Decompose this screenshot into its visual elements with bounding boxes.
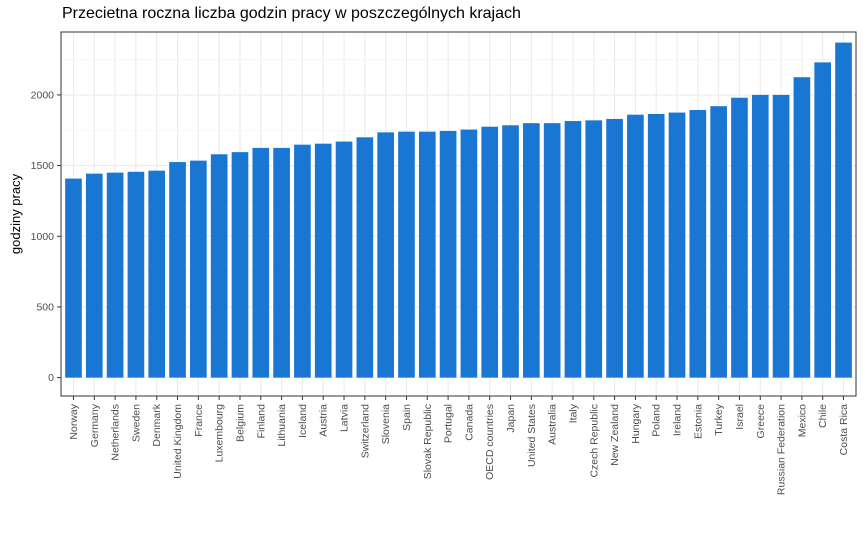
x-tick-label: Chile bbox=[817, 404, 829, 428]
plot-panel-border bbox=[60, 31, 857, 397]
bar-spain bbox=[398, 131, 415, 378]
bar-chile bbox=[814, 62, 832, 378]
bar-italy bbox=[564, 121, 582, 378]
x-tick-label: Lithuania bbox=[276, 404, 288, 447]
bar-greece bbox=[751, 94, 769, 378]
bar-turkey bbox=[710, 106, 727, 378]
x-tick-label: Iceland bbox=[297, 404, 309, 438]
x-tick-label: Poland bbox=[651, 404, 663, 437]
bar-united-states bbox=[523, 123, 540, 378]
bar-united-kingdom bbox=[169, 162, 186, 378]
bar-canada bbox=[460, 129, 478, 378]
x-tick-label: Portugal bbox=[443, 404, 455, 443]
bar-sweden bbox=[127, 171, 145, 378]
x-tick-label: Mexico bbox=[796, 404, 808, 437]
x-tick-label: United Kingdom bbox=[172, 404, 184, 479]
x-tick-label: Hungary bbox=[630, 403, 642, 443]
x-tick-label: Greece bbox=[755, 404, 767, 439]
x-tick-label: Japan bbox=[505, 404, 517, 433]
bar-iceland bbox=[294, 144, 311, 378]
bar-denmark bbox=[148, 170, 166, 378]
x-axis: Norway Germany Netherlands Sweden Denmark Uni… bbox=[68, 396, 850, 495]
bar-slovak-republic bbox=[418, 131, 436, 378]
x-tick-label: Netherlands bbox=[110, 404, 122, 461]
x-tick-label: Belgium bbox=[234, 404, 246, 442]
x-tick-label: Canada bbox=[463, 404, 475, 441]
y-tick-label: 1500 bbox=[31, 160, 55, 172]
x-tick-label: Luxembourg bbox=[214, 404, 226, 463]
x-tick-label: Italy bbox=[567, 403, 579, 423]
x-tick-label: Estonia bbox=[692, 404, 704, 439]
bar-costa-rica bbox=[835, 42, 852, 378]
y-tick-label: 500 bbox=[36, 301, 54, 313]
x-tick-label: Australia bbox=[547, 404, 559, 445]
x-tick-label: Sweden bbox=[130, 404, 142, 442]
x-tick-label: Latvia bbox=[339, 404, 351, 432]
bar-netherlands bbox=[106, 172, 124, 378]
x-tick-label: United States bbox=[526, 404, 538, 467]
bar-france bbox=[190, 160, 207, 378]
bar-latvia bbox=[335, 141, 353, 378]
bar-lithuania bbox=[273, 147, 290, 378]
bar-oecd-countries bbox=[481, 126, 499, 378]
bar-poland bbox=[647, 113, 665, 378]
x-tick-label: New Zealand bbox=[609, 404, 621, 466]
bar-austria bbox=[314, 143, 332, 378]
bars bbox=[65, 42, 852, 378]
bar-new-zealand bbox=[606, 118, 623, 378]
bar-norway bbox=[65, 178, 82, 378]
x-tick-label: Finland bbox=[255, 404, 267, 439]
bar-hungary bbox=[627, 114, 644, 378]
x-tick-label: OECD countries bbox=[484, 404, 496, 480]
x-tick-label: France bbox=[193, 404, 205, 437]
x-tick-label: Ireland bbox=[672, 404, 684, 436]
x-tick-label: Switzerland bbox=[359, 404, 371, 458]
bar-ireland bbox=[668, 112, 686, 378]
bar-switzerland bbox=[356, 137, 374, 378]
bar-russian-federation bbox=[772, 94, 790, 378]
bar-czech-republic bbox=[585, 120, 603, 378]
bar-germany bbox=[85, 173, 103, 378]
x-tick-label: Czech Republic bbox=[588, 404, 600, 478]
x-tick-label: Israel bbox=[734, 404, 746, 430]
x-tick-label: Germany bbox=[89, 403, 101, 447]
x-tick-label: Turkey bbox=[713, 403, 725, 435]
y-tick-label: 1000 bbox=[31, 231, 55, 243]
y-axis: 0 500 1000 1500 2000 bbox=[31, 89, 61, 384]
bar-belgium bbox=[231, 152, 249, 378]
bar-japan bbox=[502, 125, 519, 378]
y-tick-label: 0 bbox=[48, 372, 54, 384]
y-tick-label: 2000 bbox=[31, 89, 55, 101]
bar-portugal bbox=[439, 130, 457, 378]
bar-slovenia bbox=[377, 132, 394, 378]
x-tick-label: Norway bbox=[68, 403, 80, 439]
bar-australia bbox=[543, 123, 561, 378]
x-tick-label: Slovak Republic bbox=[422, 404, 434, 479]
x-tick-label: Austria bbox=[318, 404, 330, 437]
x-tick-label: Russian Federation bbox=[776, 404, 788, 495]
bar-luxembourg bbox=[210, 154, 228, 378]
bar-finland bbox=[252, 147, 270, 378]
chart-title: Przecietna roczna liczba godzin pracy w … bbox=[62, 5, 521, 22]
x-tick-label: Spain bbox=[401, 404, 413, 431]
bar-estonia bbox=[689, 110, 707, 378]
x-tick-label: Slovenia bbox=[380, 404, 392, 444]
bar-mexico bbox=[793, 77, 811, 378]
y-axis-title: godziny pracy bbox=[8, 173, 23, 254]
x-tick-label: Costa Rica bbox=[838, 404, 850, 456]
x-tick-label: Denmark bbox=[151, 403, 163, 446]
bar-israel bbox=[731, 97, 748, 378]
